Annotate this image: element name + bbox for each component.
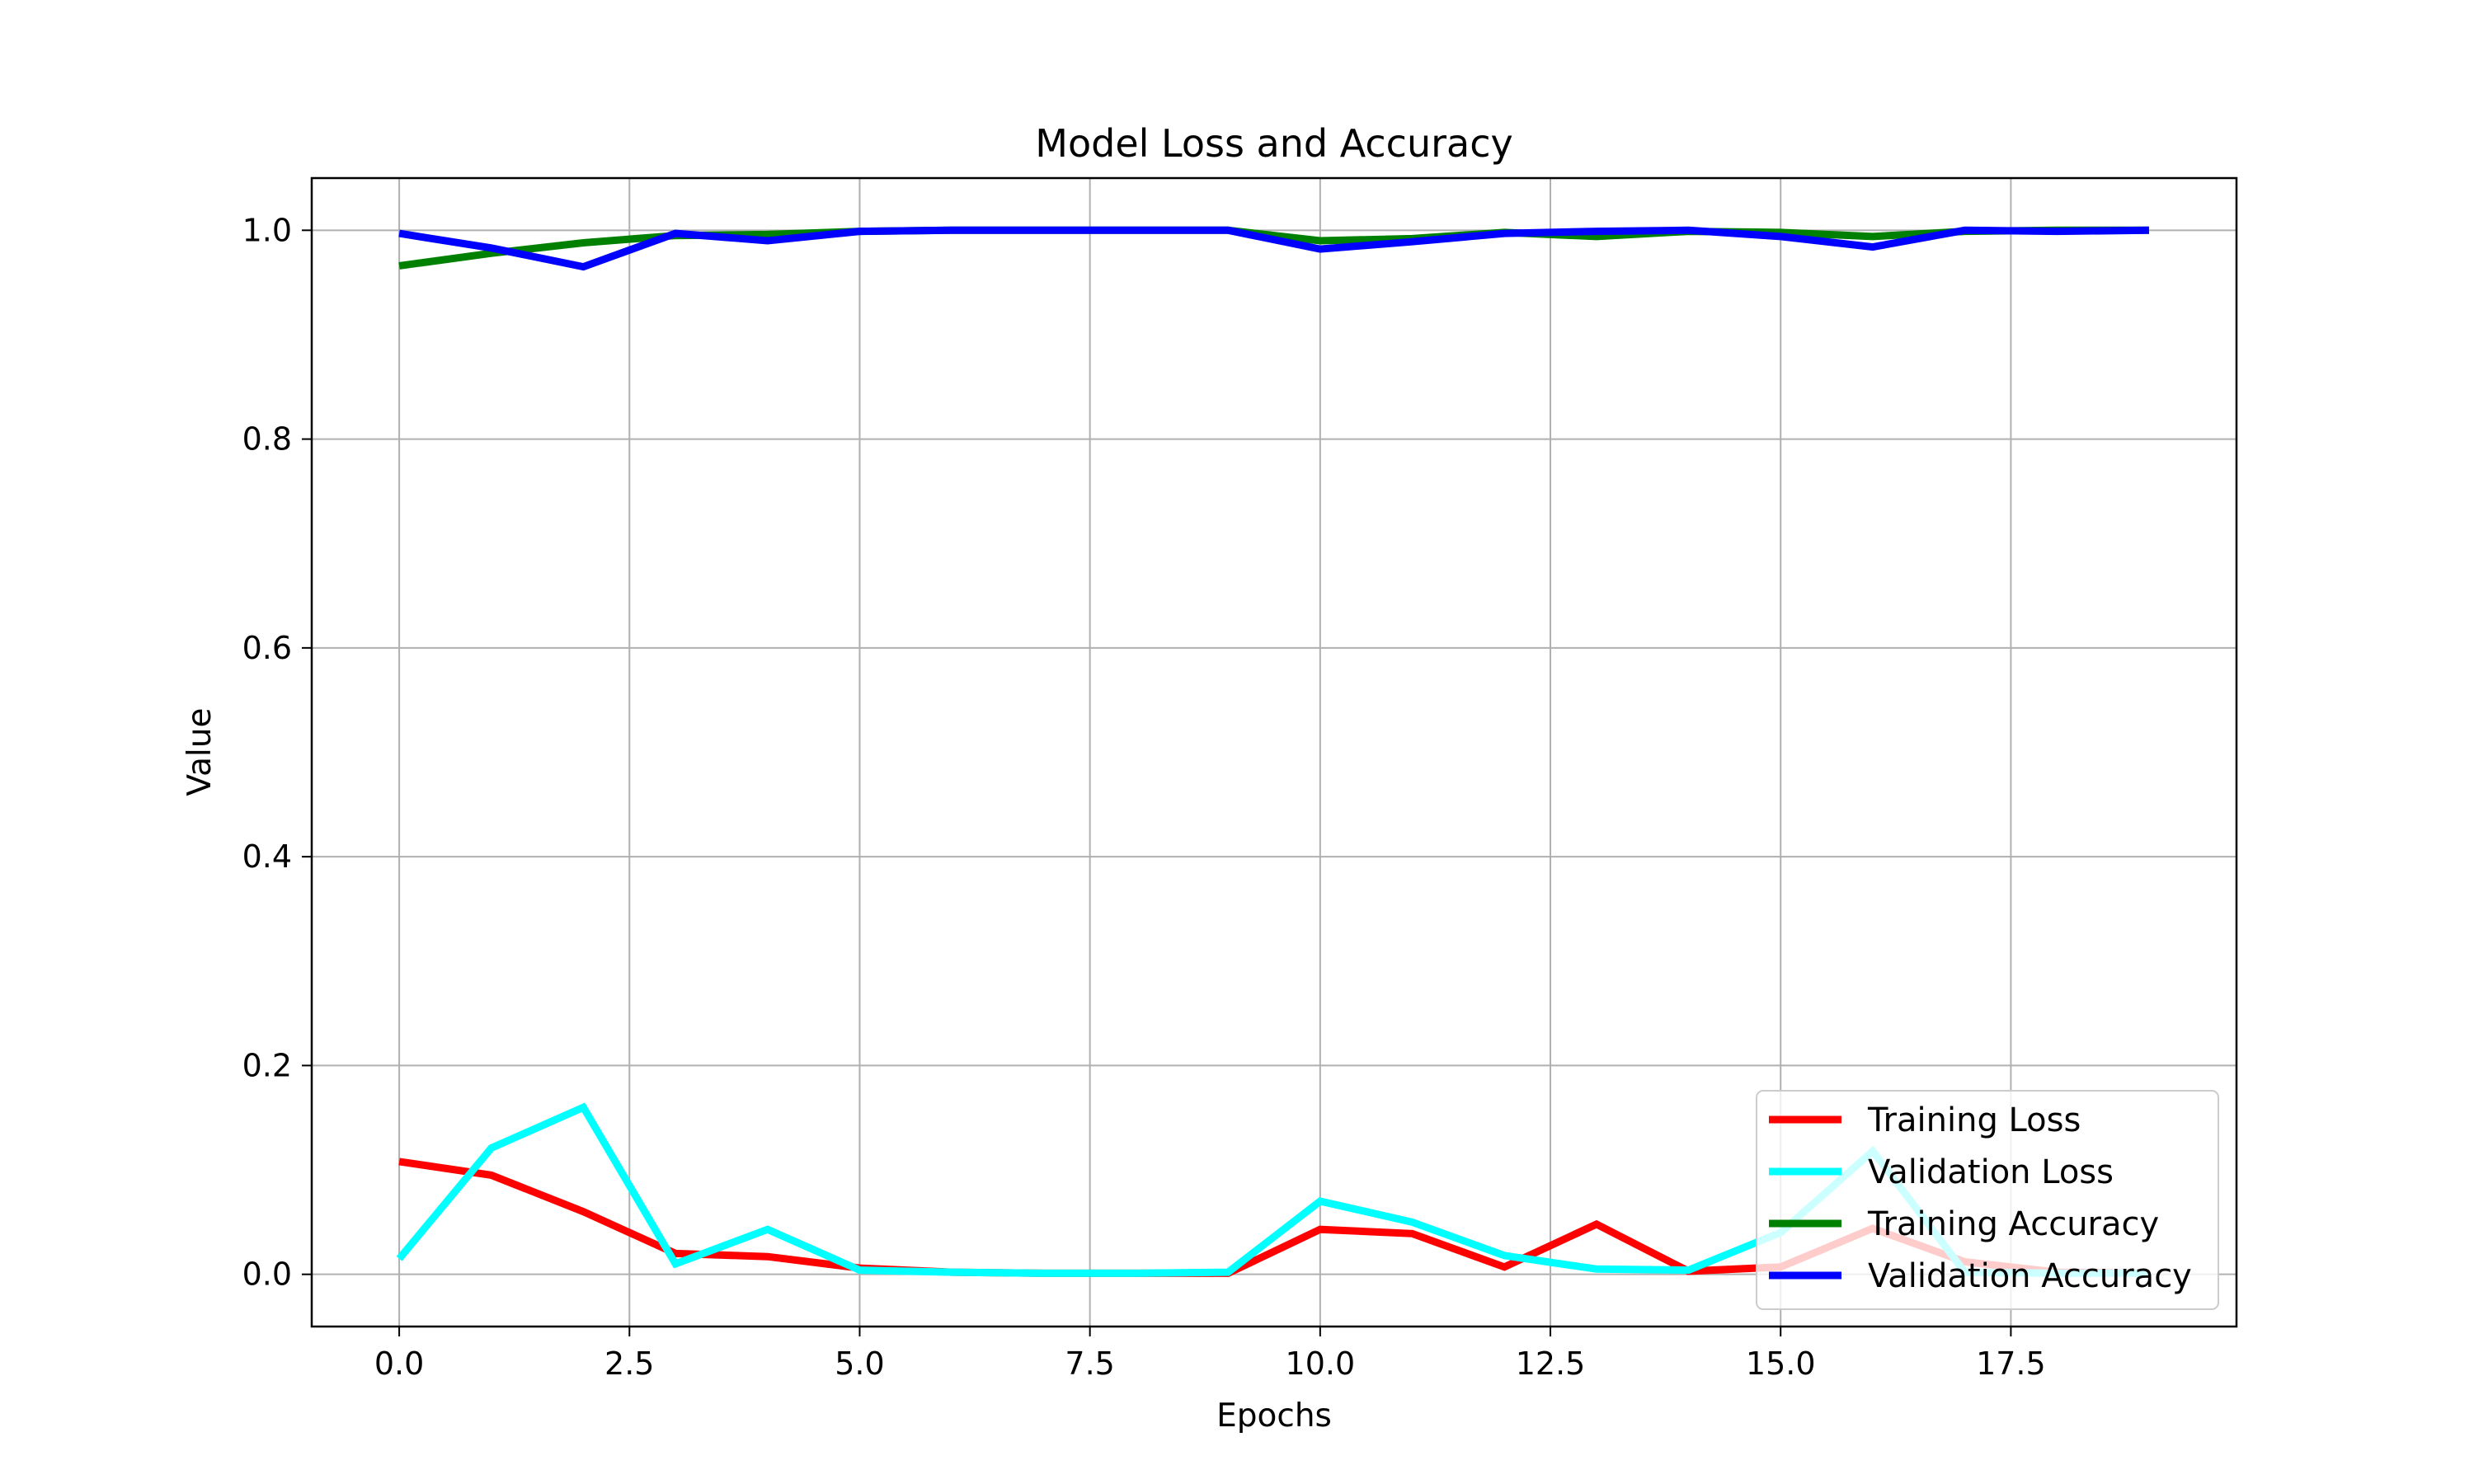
x-tick-label: 0.0	[374, 1345, 424, 1382]
x-tick-label: 15.0	[1746, 1345, 1816, 1382]
legend-box	[1756, 1090, 2219, 1310]
x-tick-label: 10.0	[1286, 1345, 1356, 1382]
plot-frame	[310, 176, 2238, 1328]
x-tick-label: 7.5	[1065, 1345, 1114, 1382]
y-tick-label: 0.2	[242, 1047, 292, 1083]
y-tick-label: 1.0	[242, 212, 292, 248]
y-axis-ticks: 0.0 0.2 0.4 0.6 0.8 1.0	[242, 212, 312, 1293]
grid	[312, 178, 2236, 1327]
x-axis-ticks: 0.0 2.5 5.0 7.5 10.0 12.5 15.0 17.5	[374, 1327, 2046, 1382]
y-tick-label: 0.8	[242, 421, 292, 458]
x-tick-label: 17.5	[1976, 1345, 2046, 1382]
y-tick-label: 0.6	[242, 630, 292, 666]
legend-label-training-loss: Training Loss	[1867, 1101, 2081, 1139]
legend-label-validation-accuracy: Validation Accuracy	[1868, 1257, 2192, 1295]
series-line-validation-accuracy	[398, 226, 2149, 271]
legend-label-validation-loss: Validation Loss	[1868, 1153, 2114, 1191]
x-tick-label: 12.5	[1516, 1345, 1586, 1382]
y-tick-label: 0.4	[242, 838, 292, 875]
legend: Training Loss Validation Loss Training A…	[1756, 1090, 2219, 1310]
y-axis-label: Value	[181, 707, 219, 796]
chart-title: Model Loss and Accuracy	[1035, 121, 1512, 166]
x-tick-label: 5.0	[835, 1345, 884, 1382]
legend-label-training-accuracy: Training Accuracy	[1867, 1205, 2159, 1243]
x-axis-label: Epochs	[1216, 1397, 1332, 1435]
x-tick-label: 2.5	[604, 1345, 654, 1382]
y-tick-label: 0.0	[242, 1256, 292, 1293]
